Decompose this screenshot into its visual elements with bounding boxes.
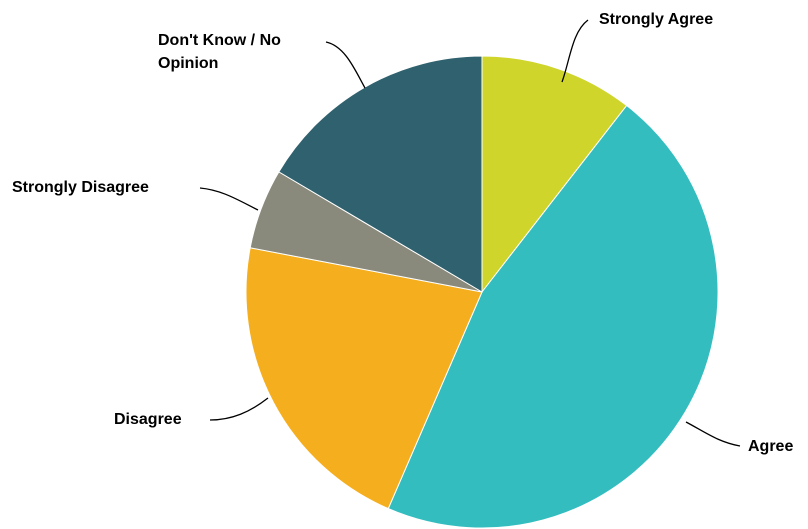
leader-line-dont-know <box>325 41 366 89</box>
pie-slice-disagree <box>245 247 483 510</box>
leader-line-agree <box>685 421 741 447</box>
pie-slice-agree <box>387 104 719 529</box>
label-dont-know-line2: Opinion <box>158 55 218 72</box>
leader-line-strongly-agree <box>561 19 589 83</box>
leader-line-disagree <box>209 397 269 421</box>
leader-line-strongly-disagree <box>199 187 259 211</box>
pie-slices <box>245 55 719 529</box>
pie-slice-strongly-agree <box>481 55 628 294</box>
label-disagree: Disagree <box>114 411 182 428</box>
label-strongly-agree: Strongly Agree <box>599 11 713 28</box>
label-dont-know-line1: Don't Know / No <box>158 32 281 49</box>
label-agree: Agree <box>748 438 793 455</box>
label-strongly-disagree: Strongly Disagree <box>12 179 149 196</box>
